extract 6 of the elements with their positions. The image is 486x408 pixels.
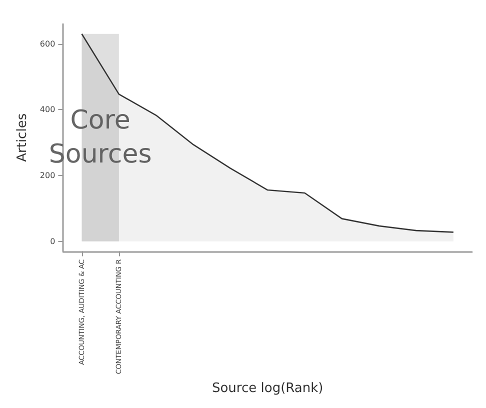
y-tick-label: 400 <box>40 105 56 114</box>
y-tick-label: 200 <box>40 171 56 180</box>
y-tick-label: 0 <box>50 236 56 246</box>
y-axis-title: Articles <box>15 113 30 162</box>
x-axis-title: Source log(Rank) <box>212 381 324 396</box>
y-tick-label: 600 <box>40 39 56 48</box>
